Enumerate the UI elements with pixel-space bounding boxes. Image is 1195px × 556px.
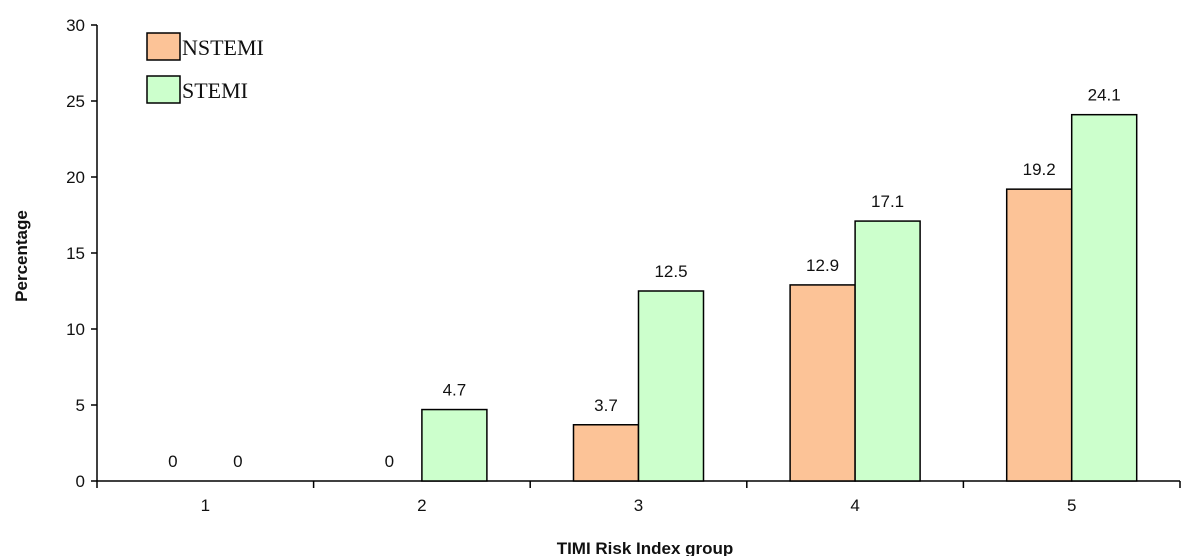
x-tick-label: 5 — [1067, 496, 1076, 515]
data-label-stemi-3: 12.5 — [654, 262, 687, 281]
data-label-nstemi-3: 3.7 — [594, 396, 618, 415]
x-axis-title: TIMI Risk Index group — [557, 539, 734, 556]
legend-swatch-stemi — [146, 75, 181, 104]
legend: NSTEMI STEMI — [146, 32, 264, 104]
bar-stemi-3 — [637, 290, 705, 482]
bars — [421, 113, 1138, 482]
bar-nstemi-3 — [572, 424, 640, 482]
y-tick-label: 15 — [66, 244, 85, 263]
x-tick-label: 1 — [201, 496, 210, 515]
legend-swatch-nstemi — [146, 32, 181, 61]
x-tick-label: 4 — [850, 496, 859, 515]
y-tick-label: 20 — [66, 168, 85, 187]
bar-nstemi-5 — [1005, 188, 1073, 482]
axes: 0 5 10 15 20 25 30 1 2 3 4 5 — [66, 16, 1181, 515]
bar-stemi-2 — [421, 408, 488, 482]
data-label-stemi-4: 17.1 — [871, 192, 904, 211]
x-tick-label: 3 — [634, 496, 643, 515]
y-tick-label: 0 — [76, 472, 85, 491]
legend-label-stemi: STEMI — [182, 78, 248, 103]
data-label-stemi-1: 0 — [233, 452, 242, 471]
y-tick-label: 10 — [66, 320, 85, 339]
data-label-nstemi-2: 0 — [385, 452, 394, 471]
data-label-nstemi-4: 12.9 — [806, 256, 839, 275]
x-tick-label: 2 — [417, 496, 426, 515]
y-axis-title: Percentage — [12, 210, 31, 302]
y-tick-label: 30 — [66, 16, 85, 35]
bar-nstemi-4 — [789, 284, 856, 482]
data-label-nstemi-5: 19.2 — [1023, 160, 1056, 179]
legend-label-nstemi: NSTEMI — [182, 35, 264, 60]
value-labels: 0 0 3.7 12.9 19.2 0 4.7 12.5 17.1 24.1 — [168, 86, 1121, 471]
bar-stemi-4 — [854, 220, 921, 482]
data-label-stemi-2: 4.7 — [443, 381, 467, 400]
bar-stemi-5 — [1070, 113, 1138, 482]
data-label-stemi-5: 24.1 — [1088, 86, 1121, 105]
y-tick-label: 5 — [76, 396, 85, 415]
data-label-nstemi-1: 0 — [168, 452, 177, 471]
y-tick-label: 25 — [66, 92, 85, 111]
